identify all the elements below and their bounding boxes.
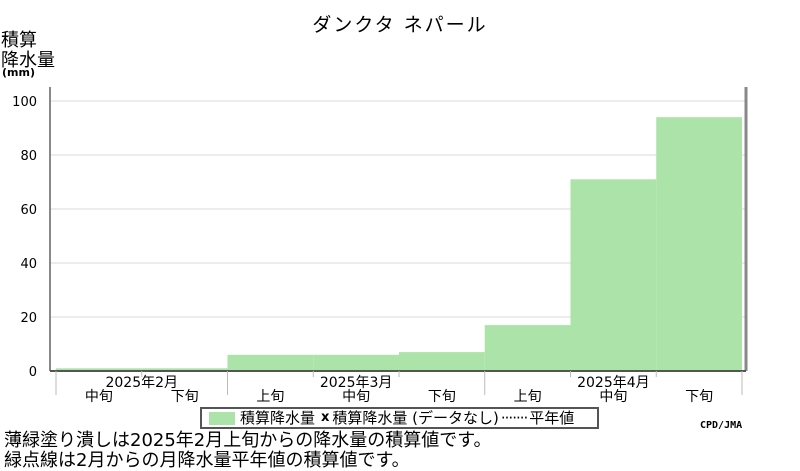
data-bar: [484, 325, 571, 371]
y-axis-label-line2: 降水量: [1, 50, 55, 71]
x-tick-label-dekad: 下旬: [171, 389, 199, 405]
source-credit: CPD/JMA: [700, 420, 743, 431]
data-bar: [399, 352, 485, 371]
x-tick-label-dekad: 上旬: [514, 389, 542, 405]
x-tick-label-dekad: 上旬: [256, 389, 284, 405]
footnote-fill: 薄緑塗り潰しは2025年2月上旬からの降水量の積算値です。: [4, 430, 492, 451]
y-tick-label: 0: [29, 365, 37, 380]
x-tick-label-month: 2025年4月: [577, 375, 650, 391]
legend-marker-normal: ·······: [500, 409, 528, 427]
data-bar: [656, 117, 742, 371]
legend-marker-no-data: x: [321, 410, 330, 425]
footnote-dotted: 緑点線は2月からの月降水量平年値の積算値です。: [4, 450, 410, 471]
y-tick-label: 20: [20, 311, 37, 326]
data-bar: [570, 179, 657, 371]
x-tick-label-month: 2025年2月: [105, 375, 178, 391]
x-tick-label-dekad: 中旬: [599, 389, 627, 405]
legend: 積算降水量 x 積算降水量 (データなし) ······· 平年値: [200, 407, 599, 429]
x-tick-label-dekad: 下旬: [428, 389, 456, 405]
legend-label-normal: 平年値: [529, 409, 575, 427]
legend-label-no-data: 積算降水量 (データなし): [332, 409, 499, 427]
y-tick-label: 100: [12, 95, 37, 110]
legend-label-cumulative: 積算降水量: [240, 409, 316, 427]
y-tick-label: 80: [20, 149, 37, 164]
data-bar: [56, 368, 142, 371]
x-tick-label-dekad: 下旬: [685, 389, 713, 405]
x-tick-label-month: 2025年3月: [320, 375, 393, 391]
y-tick-label: 60: [20, 203, 37, 218]
y-axis-unit: (mm): [2, 66, 35, 79]
x-tick-label-dekad: 中旬: [85, 389, 113, 405]
data-bar: [141, 368, 228, 371]
chart-title: ダンクタ ネパール: [312, 14, 488, 36]
data-bar: [227, 354, 314, 371]
data-bar: [313, 354, 399, 371]
y-tick-label: 40: [20, 257, 37, 272]
x-tick-label-dekad: 中旬: [342, 389, 370, 405]
legend-swatch-cumulative: [209, 411, 235, 425]
y-axis-label-line1: 積算: [1, 30, 37, 51]
